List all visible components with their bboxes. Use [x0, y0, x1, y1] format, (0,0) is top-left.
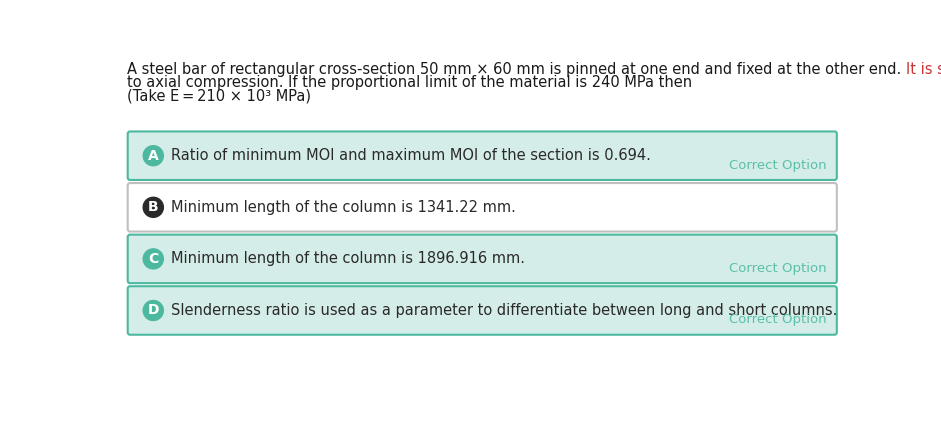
- Text: Minimum length of the column is 1896.916 mm.: Minimum length of the column is 1896.916…: [171, 251, 525, 266]
- Text: B: B: [148, 200, 159, 214]
- Text: A steel bar of rectangular cross-section 50 mm × 60 mm is pinned at one end and : A steel bar of rectangular cross-section…: [127, 62, 906, 77]
- FancyBboxPatch shape: [128, 131, 837, 180]
- FancyBboxPatch shape: [128, 235, 837, 283]
- FancyBboxPatch shape: [128, 286, 837, 335]
- Text: Correct Option: Correct Option: [729, 313, 827, 326]
- Text: Minimum length of the column is 1341.22 mm.: Minimum length of the column is 1341.22 …: [171, 200, 516, 215]
- Text: Correct Option: Correct Option: [729, 262, 827, 275]
- Text: It is subjected: It is subjected: [906, 62, 941, 77]
- Text: C: C: [148, 252, 158, 266]
- Circle shape: [143, 300, 164, 321]
- Text: Correct Option: Correct Option: [729, 158, 827, 172]
- Circle shape: [143, 146, 164, 166]
- Text: to axial compression. If the proportional limit of the material is 240 MPa then: to axial compression. If the proportiona…: [127, 75, 692, 90]
- Text: D: D: [148, 303, 159, 318]
- Text: Slenderness ratio is used as a parameter to differentiate between long and short: Slenderness ratio is used as a parameter…: [171, 303, 837, 318]
- Text: (Take E = 210 × 10³ MPa): (Take E = 210 × 10³ MPa): [127, 88, 311, 103]
- Text: Ratio of minimum MOI and maximum MOI of the section is 0.694.: Ratio of minimum MOI and maximum MOI of …: [171, 148, 651, 163]
- Circle shape: [143, 197, 164, 217]
- Text: A: A: [148, 149, 159, 163]
- Circle shape: [143, 249, 164, 269]
- FancyBboxPatch shape: [128, 183, 837, 232]
